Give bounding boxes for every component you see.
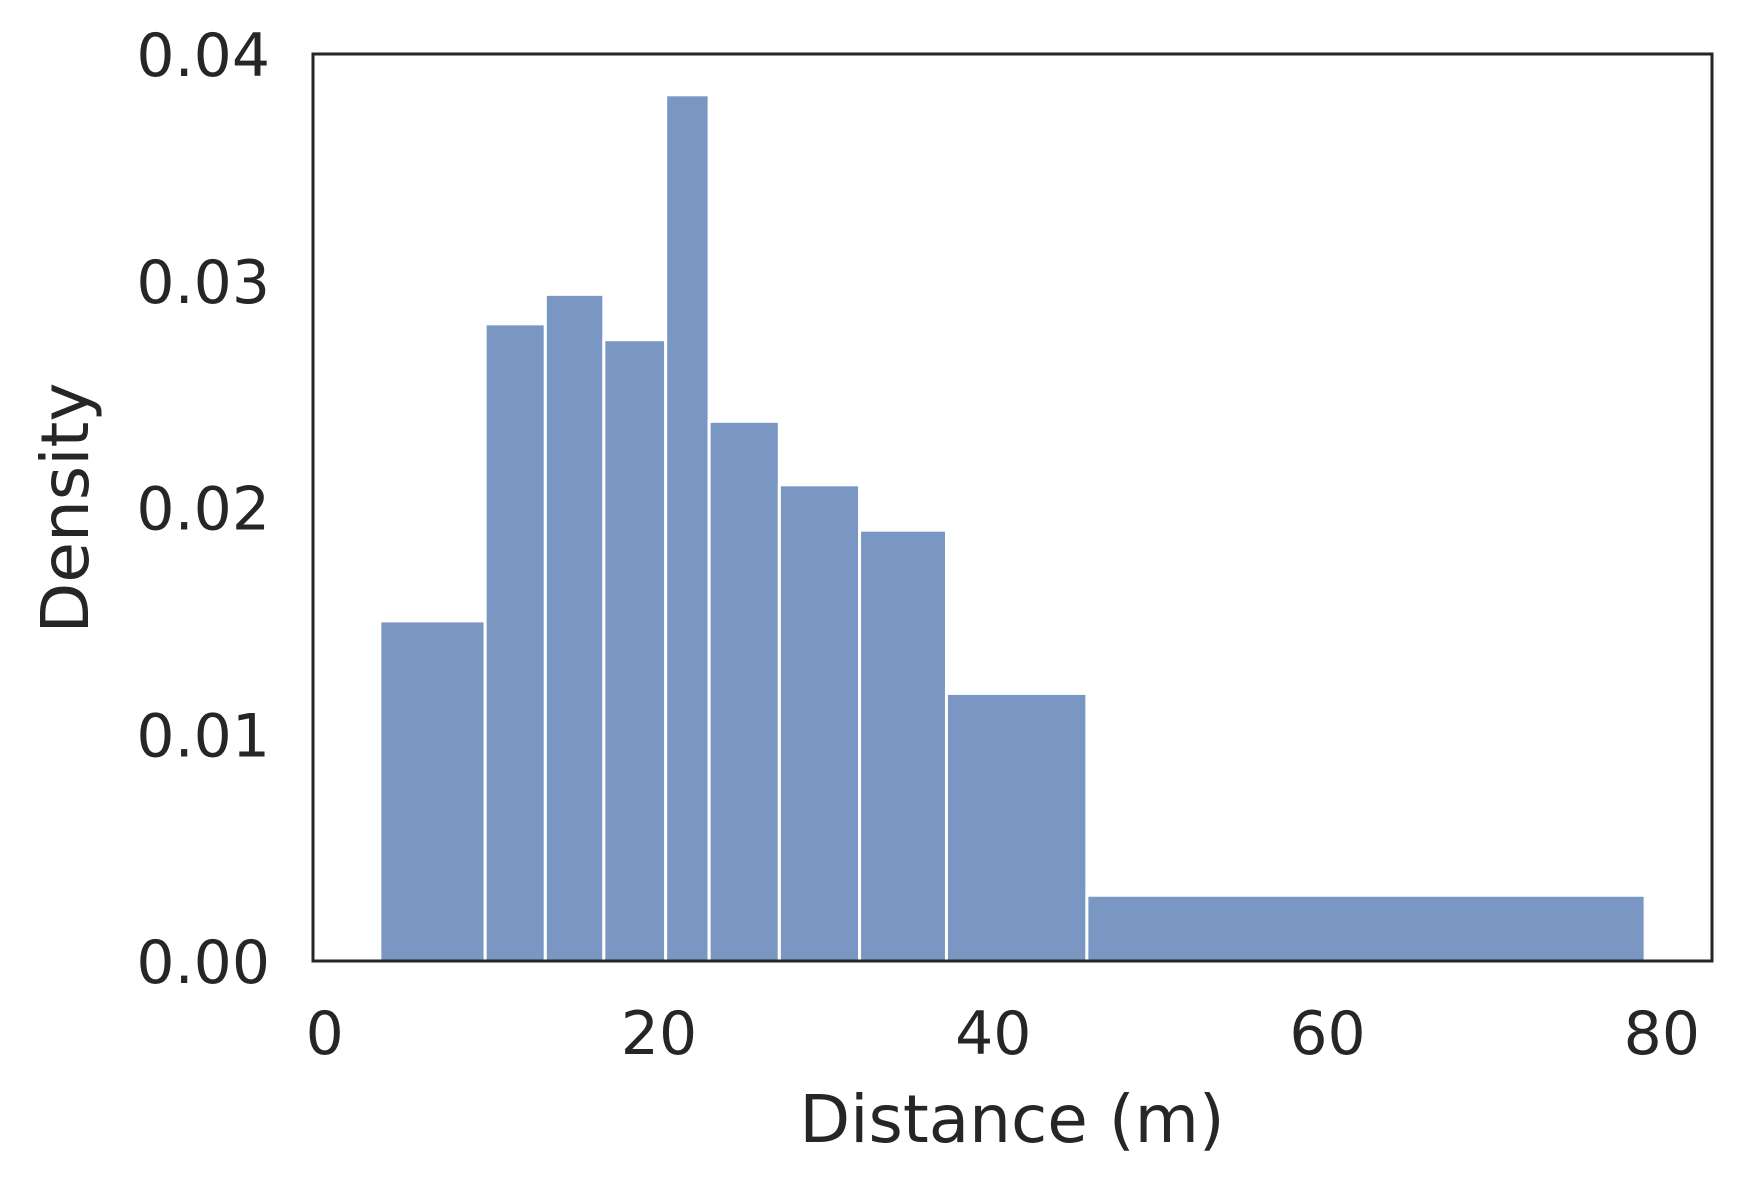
y-tick-label: 0.01 — [136, 701, 270, 771]
y-tick-labels: 0.00 0.01 0.02 0.03 0.04 — [136, 21, 270, 998]
histogram-bar — [944, 691, 1089, 963]
histogram-bar — [1085, 893, 1647, 963]
x-axis-label: Distance (m) — [799, 1081, 1224, 1158]
x-tick-labels: 0 20 40 60 80 — [306, 999, 1700, 1069]
y-tick-label: 0.02 — [136, 475, 270, 545]
histogram-bar — [858, 528, 948, 963]
y-tick-label: 0.00 — [136, 928, 270, 998]
histogram-bar — [664, 93, 711, 963]
x-tick-label: 60 — [1289, 999, 1365, 1069]
x-tick-label: 0 — [306, 999, 344, 1069]
x-tick-label: 20 — [621, 999, 697, 1069]
y-tick-label: 0.04 — [136, 21, 270, 91]
histogram-bar — [483, 322, 547, 963]
x-tick-label: 40 — [955, 999, 1031, 1069]
histogram-bar — [378, 619, 487, 963]
plot-frame — [311, 52, 1714, 963]
histogram-bar — [602, 338, 668, 963]
histogram-bar — [777, 483, 862, 963]
histogram-bar — [707, 419, 781, 963]
y-axis-label: Density — [27, 383, 104, 634]
y-tick-label: 0.03 — [136, 248, 270, 318]
x-tick-label: 80 — [1624, 999, 1700, 1069]
histogram-bar — [543, 292, 606, 963]
histogram-bars — [378, 93, 1647, 963]
